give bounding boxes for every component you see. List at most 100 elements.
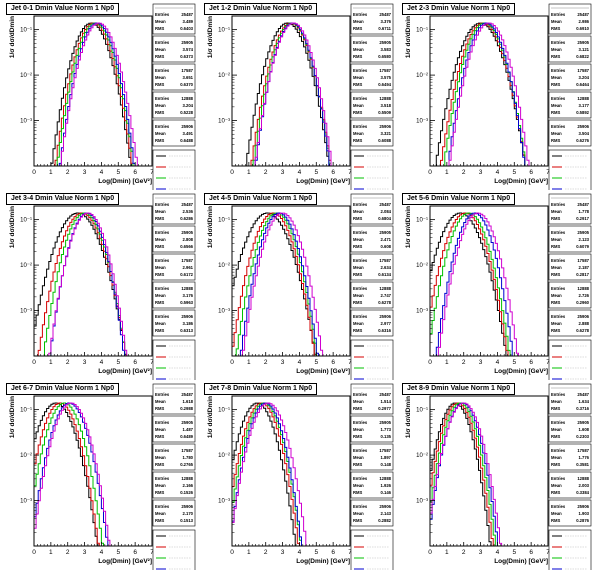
x-tick-label: 6 — [529, 169, 533, 176]
series-line — [34, 402, 111, 546]
stats-value: 17587 — [181, 68, 193, 73]
y-tick-label: 10⁻¹ — [20, 218, 32, 224]
y-axis-label: 1/σ dσ/dDmin — [405, 16, 412, 58]
stats-box — [152, 35, 196, 63]
stats-value: 0.1513 — [180, 518, 193, 523]
y-tick-label: 10⁻³ — [218, 499, 230, 505]
y-tick-label: 10⁻³ — [416, 499, 428, 505]
stats-box — [350, 281, 394, 309]
stats-key: Entries — [353, 448, 368, 453]
y-tick-label: 10⁻¹ — [218, 28, 230, 34]
stats-key: Entries — [155, 476, 170, 481]
y-axis-label: 1/σ dσ/dDmin — [207, 396, 214, 438]
chart-title: Jet 8-9 Dmin Value Norm 1 Np0 — [402, 383, 516, 395]
stats-value: 0.6566 — [180, 244, 193, 249]
series-line — [58, 22, 136, 166]
x-axis-label: Log(Dmin) [GeV²] — [494, 368, 548, 375]
x-tick-label: 2 — [264, 169, 268, 176]
series-line — [34, 402, 104, 546]
x-tick-label: 2 — [66, 169, 70, 176]
x-tick-label: 6 — [133, 359, 137, 366]
stats-key: Entries — [155, 314, 170, 319]
x-tick-label: 1 — [247, 549, 251, 556]
stats-key: Mean — [551, 265, 562, 270]
stats-box — [350, 193, 394, 225]
series-line — [50, 212, 126, 356]
series-line — [60, 22, 138, 166]
stats-value: 0.2977 — [378, 406, 391, 411]
stats-value: 0.6580 — [378, 54, 391, 59]
x-tick-label: 2 — [66, 359, 70, 366]
stats-value: 0.6822 — [576, 54, 589, 59]
chart-svg: 0 1 2 3 4 5 6 7 10⁻³ 10⁻² 10⁻¹ Log(Dmin) [GeV²] 1/σ … — [9, 383, 196, 570]
y-tick-label: 10⁻² — [416, 73, 428, 79]
x-axis-label: Log(Dmin) [GeV²] — [98, 178, 152, 185]
stats-key: RMS — [353, 300, 363, 305]
x-tick-label: 0 — [428, 549, 432, 556]
stats-value: 25487 — [379, 202, 391, 207]
series-line — [430, 402, 492, 546]
x-tick-label: 5 — [314, 549, 318, 556]
stats-key: Entries — [155, 230, 170, 235]
x-tick-label: 6 — [133, 169, 137, 176]
stats-value: 3.204 — [579, 75, 590, 80]
x-tick-label: 0 — [428, 359, 432, 366]
x-tick-label: 3 — [281, 169, 285, 176]
legend-box — [152, 339, 196, 380]
stats-box — [152, 91, 196, 119]
x-tick-label: 5 — [116, 169, 120, 176]
stats-value: 2.187 — [579, 265, 590, 270]
x-tick-label: 1 — [445, 169, 449, 176]
x-tick-label: 2 — [264, 549, 268, 556]
series-line — [437, 212, 519, 356]
stats-value: 3.518 — [381, 103, 392, 108]
plot-frame — [33, 15, 153, 167]
y-axis-label: 1/σ dσ/dDmin — [9, 396, 16, 438]
stats-value: 0.6370 — [180, 82, 193, 87]
stats-value: 17587 — [577, 68, 589, 73]
plot-frame — [429, 205, 549, 357]
stats-value: 1.618 — [183, 399, 194, 404]
stats-key: RMS — [551, 138, 561, 143]
stats-key: RMS — [353, 518, 363, 523]
y-tick-label: 10⁻² — [218, 263, 230, 269]
stats-box — [350, 309, 394, 337]
stats-box — [152, 253, 196, 281]
stats-key: Mean — [353, 321, 364, 326]
stats-key: Entries — [353, 420, 368, 425]
stats-key: Entries — [155, 392, 170, 397]
stats-key: Mean — [551, 209, 562, 214]
stats-key: Mean — [155, 75, 166, 80]
x-tick-label: 1 — [445, 549, 449, 556]
chart-panel: 0 1 2 3 4 5 6 7 10⁻³ 10⁻² 10⁻¹ Log(Dmin) [GeV²] 1/σ … — [198, 0, 396, 190]
x-tick-label: 0 — [32, 169, 36, 176]
stats-key: Entries — [551, 286, 566, 291]
stats-key: Entries — [155, 68, 170, 73]
legend-box — [152, 149, 196, 190]
stats-value: 17587 — [379, 68, 391, 73]
stats-value: 1.780 — [183, 455, 194, 460]
stats-key: Mean — [353, 265, 364, 270]
y-tick-label: 10⁻³ — [20, 119, 32, 125]
stats-value: 2.747 — [381, 293, 392, 298]
x-tick-label: 3 — [83, 549, 87, 556]
x-axis-label: Log(Dmin) [GeV²] — [494, 178, 548, 185]
series-line — [435, 212, 513, 356]
x-axis-label: Log(Dmin) [GeV²] — [296, 368, 350, 375]
series-line — [239, 212, 319, 356]
stats-key: Mean — [551, 75, 562, 80]
stats-value: 25905 — [181, 230, 193, 235]
stats-value: 2.961 — [183, 265, 194, 270]
y-axis-label: 1/σ dσ/dDmin — [405, 396, 412, 438]
series-line — [430, 402, 503, 546]
x-tick-label: 5 — [116, 359, 120, 366]
x-tick-label: 7 — [150, 549, 154, 556]
stats-box — [350, 91, 394, 119]
stats-key: Mean — [155, 209, 166, 214]
stats-value: 25905 — [181, 40, 193, 45]
stats-box — [548, 309, 592, 337]
chart-svg: 0 1 2 3 4 5 6 7 10⁻³ 10⁻² 10⁻¹ Log(Dmin) [GeV²] 1/σ … — [405, 383, 592, 570]
stats-key: Mean — [353, 455, 364, 460]
stats-key: Entries — [155, 202, 170, 207]
series-line — [34, 402, 100, 546]
